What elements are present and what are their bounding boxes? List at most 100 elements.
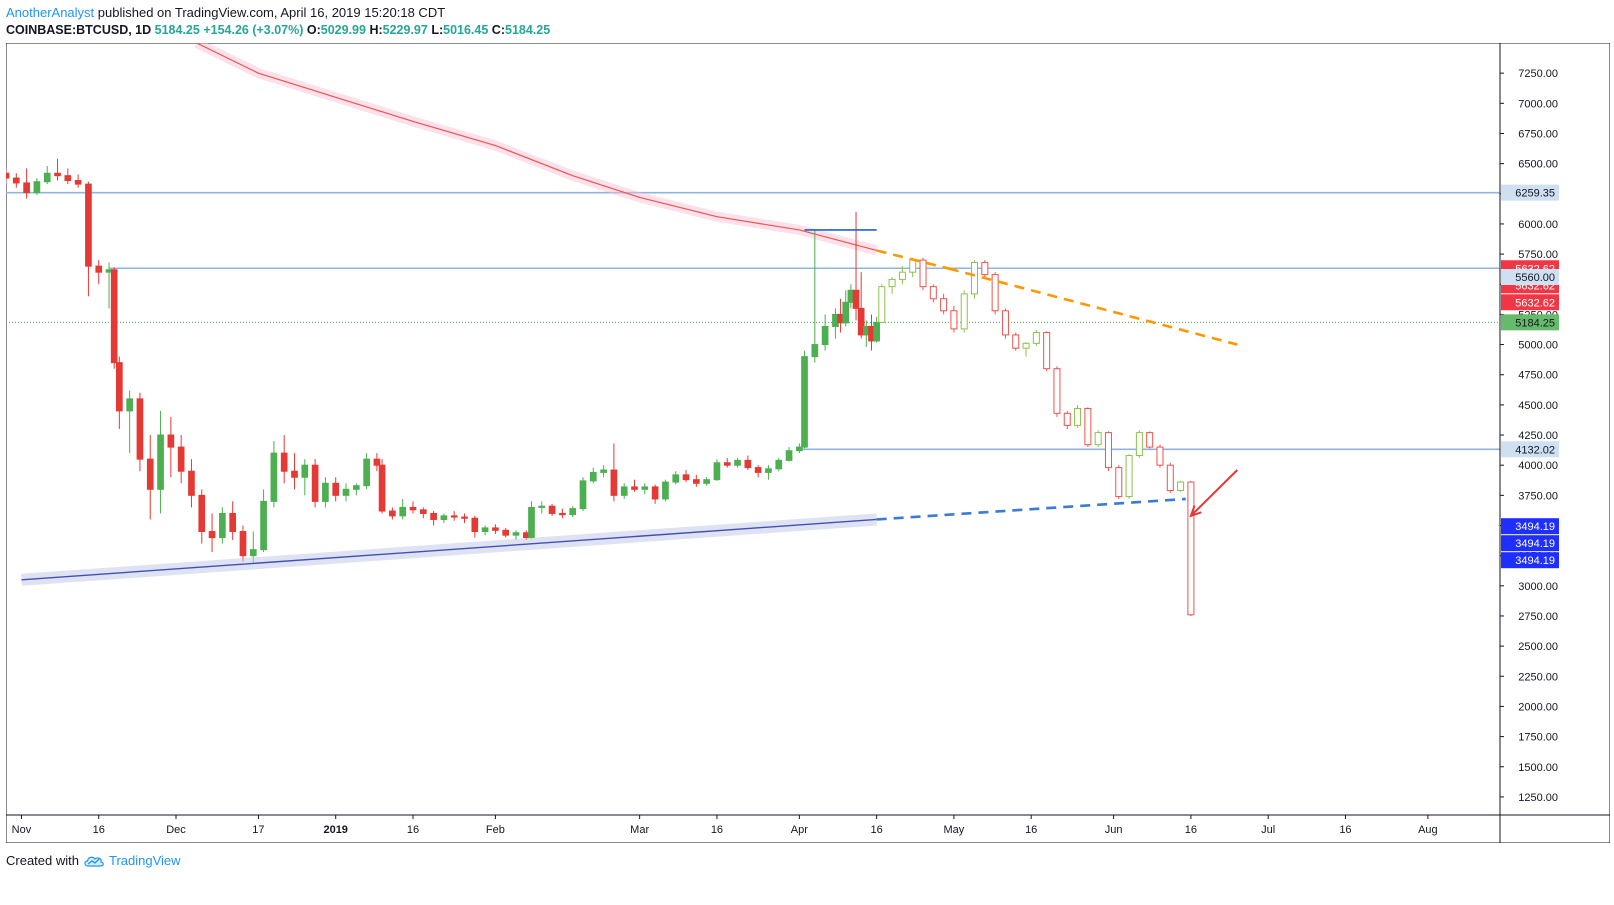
projected-candle-19[interactable]	[1074, 404, 1082, 428]
candle-35[interactable]	[352, 483, 360, 496]
price-label-3494-19[interactable]: 3494.19	[1501, 518, 1559, 535]
candle-56[interactable]	[559, 508, 566, 519]
candle-49[interactable]	[492, 524, 499, 534]
projected-candle-6[interactable]	[940, 293, 948, 315]
tradingview-brand[interactable]: TradingView	[108, 853, 181, 868]
moving-average-line[interactable]	[196, 43, 877, 252]
chart-frame[interactable]: 1250.00 1500.00 1750.00 2000.00 2250.00 2500.…	[5, 42, 1611, 844]
candle-67[interactable]	[672, 471, 680, 485]
candle-17[interactable]	[167, 416, 175, 478]
candle-54[interactable]	[538, 501, 546, 514]
projected-candle-0[interactable]	[878, 284, 886, 323]
price-label-4132-02[interactable]: 4132.02	[1501, 441, 1559, 458]
candle-18[interactable]	[177, 435, 185, 484]
price-label-3494-19[interactable]: 3494.19	[1501, 535, 1559, 552]
candle-78[interactable]	[785, 447, 793, 462]
candle-29[interactable]	[291, 453, 298, 490]
projected-candle-11[interactable]	[991, 272, 999, 315]
candle-69[interactable]	[692, 474, 700, 487]
candle-40[interactable]	[399, 498, 407, 520]
candle-12[interactable]	[116, 356, 123, 429]
candle-91[interactable]	[873, 316, 880, 343]
candle-5[interactable]	[54, 158, 61, 181]
candle-2[interactable]	[23, 168, 30, 199]
candle-6[interactable]	[64, 168, 72, 185]
projected-candle-14[interactable]	[1022, 342, 1030, 357]
candle-4[interactable]	[43, 166, 51, 185]
candle-60[interactable]	[600, 465, 607, 478]
candle-9[interactable]	[95, 260, 103, 285]
candle-16[interactable]	[157, 410, 164, 514]
price-label-5560-00[interactable]: 5560.00	[1501, 269, 1559, 286]
price-label-5184-25[interactable]: 5184.25	[1501, 314, 1559, 331]
candle-34[interactable]	[342, 483, 350, 502]
candle-30[interactable]	[301, 459, 309, 496]
candle-61[interactable]	[610, 443, 618, 502]
projected-candle-25[interactable]	[1135, 430, 1143, 458]
candle-26[interactable]	[260, 489, 267, 553]
drop-arrow[interactable]	[1189, 469, 1238, 518]
candle-39[interactable]	[389, 507, 396, 520]
candle-53[interactable]	[528, 501, 535, 539]
candle-7[interactable]	[74, 174, 82, 188]
candle-44[interactable]	[440, 513, 448, 524]
candle-88[interactable]	[857, 272, 865, 339]
candle-68[interactable]	[682, 470, 690, 483]
price-chart[interactable]: 1250.00 1500.00 1750.00 2000.00 2250.00 2500.…	[5, 42, 1611, 844]
candle-27[interactable]	[270, 441, 278, 508]
candle-37[interactable]	[373, 453, 381, 472]
candle-14[interactable]	[136, 392, 144, 472]
candle-76[interactable]	[765, 465, 772, 480]
candle-58[interactable]	[579, 477, 587, 512]
projected-candle-9[interactable]	[971, 260, 979, 299]
projected-candle-26[interactable]	[1146, 431, 1154, 449]
projected-candle-30[interactable]	[1187, 480, 1195, 616]
projected-candle-23[interactable]	[1115, 465, 1123, 499]
candle-71[interactable]	[713, 459, 721, 481]
candle-11[interactable]	[110, 267, 118, 369]
price-label-6259-35[interactable]: 6259.35	[1501, 184, 1559, 201]
candle-36[interactable]	[363, 453, 370, 490]
projected-candle-1[interactable]	[888, 277, 896, 294]
plot-background[interactable]	[5, 42, 1611, 844]
projected-candle-21[interactable]	[1094, 430, 1102, 448]
candle-41[interactable]	[409, 501, 417, 514]
projected-candle-29[interactable]	[1177, 480, 1185, 492]
candle-64[interactable]	[641, 483, 649, 495]
candle-24[interactable]	[239, 525, 247, 562]
candle-73[interactable]	[734, 457, 741, 468]
candle-28[interactable]	[280, 435, 288, 484]
candle-38[interactable]	[378, 459, 386, 514]
trendline-ascending-support-projection[interactable]	[876, 497, 1186, 521]
projected-candle-17[interactable]	[1053, 366, 1061, 417]
tradingview-cloud-icon[interactable]	[83, 854, 105, 868]
projected-candle-16[interactable]	[1043, 331, 1051, 372]
candle-15[interactable]	[146, 435, 154, 520]
candle-46[interactable]	[461, 513, 468, 524]
candle-23[interactable]	[229, 501, 237, 540]
trendline-ma-projection[interactable]	[876, 249, 950, 270]
projected-candle-2[interactable]	[898, 266, 906, 285]
projected-candle-28[interactable]	[1166, 462, 1174, 493]
candle-80[interactable]	[801, 350, 808, 449]
candle-47[interactable]	[471, 515, 479, 538]
candle-0[interactable]	[6, 169, 10, 185]
candle-63[interactable]	[631, 479, 638, 492]
price-label-3494-19[interactable]: 3494.19	[1501, 552, 1559, 569]
candle-32[interactable]	[322, 477, 329, 508]
candle-3[interactable]	[33, 178, 41, 195]
candle-82[interactable]	[821, 314, 829, 351]
candle-22[interactable]	[219, 507, 226, 544]
candle-19[interactable]	[188, 459, 195, 508]
candle-77[interactable]	[775, 457, 783, 472]
projected-candle-18[interactable]	[1063, 410, 1071, 429]
candle-42[interactable]	[419, 507, 427, 519]
candle-1[interactable]	[12, 173, 20, 188]
candle-50[interactable]	[502, 527, 510, 538]
candle-65[interactable]	[651, 484, 659, 504]
candle-70[interactable]	[703, 477, 710, 486]
projected-candle-24[interactable]	[1125, 454, 1133, 499]
candle-79[interactable]	[796, 443, 803, 454]
projected-candle-15[interactable]	[1032, 330, 1040, 346]
projected-candle-22[interactable]	[1104, 431, 1112, 472]
